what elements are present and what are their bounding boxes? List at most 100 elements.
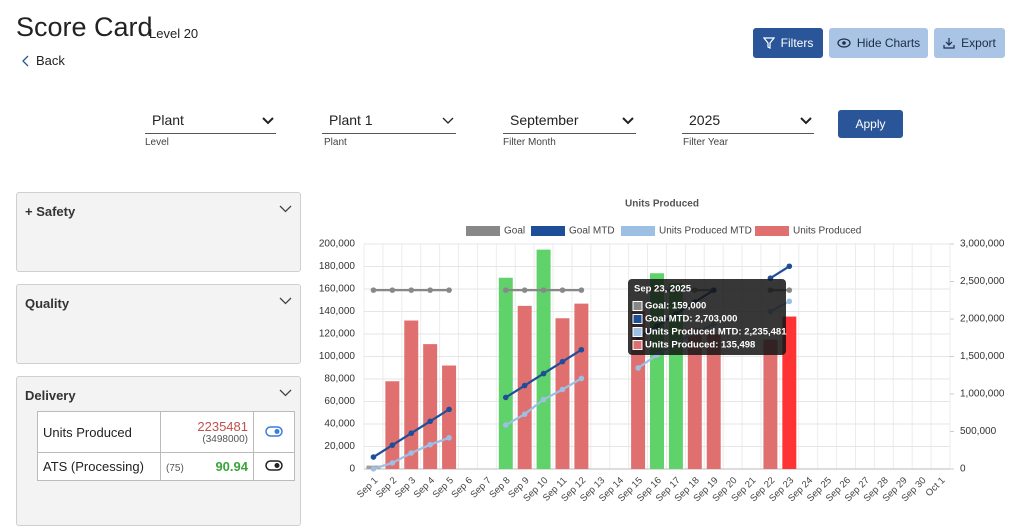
y-tick-label: 120,000 [319,329,356,340]
bar [442,365,457,469]
metric-target: (75) [166,463,184,474]
point [559,287,566,293]
legend-label: Units Produced MTD [659,226,752,237]
metric-name: Units Produced [37,411,161,453]
delivery-table: Units Produced 2235481 (3498000) ATS (Pr… [37,411,295,481]
bar [536,249,551,469]
tooltip-box [628,279,786,355]
y-tick-label: 180,000 [319,261,356,272]
bar [498,277,513,469]
select-label: Level [145,137,169,148]
point [521,411,528,417]
y-tick-label: 140,000 [319,306,356,317]
point [578,375,585,382]
chevron [279,205,292,213]
toggle-on[interactable] [265,425,283,437]
bar [385,381,400,469]
page-title: Score Card [16,12,153,42]
point [540,370,547,377]
page-subtitle: Level 20 [149,26,199,41]
tooltip-item: Goal MTD: 2,703,000 [645,314,737,325]
chevron [622,117,634,125]
point [540,396,547,403]
point [446,435,452,441]
chevron [279,297,292,305]
tooltip-item: Units Produced: 135,498 [645,340,755,351]
y2-tick-label: 0 [960,464,966,475]
point [408,430,415,437]
bar [423,344,438,469]
legend-swatch [466,226,500,236]
point [578,346,585,353]
toggle-cell [253,452,295,481]
button-text: Hide Charts [856,36,921,50]
safety-panel[interactable]: + Safety [16,192,301,272]
y2-tick-label: 1,500,000 [960,351,1005,362]
bar [687,328,702,469]
filters-button[interactable]: Filters [753,28,823,58]
point [370,287,377,293]
toggle-cell [253,411,295,453]
metric-cell: (75) 90.94 [160,452,254,481]
select-label: Plant [324,137,347,148]
legend-label: Goal MTD [569,226,615,237]
point [540,287,547,293]
y-tick-label: 80,000 [324,374,355,385]
tooltip-swatch [632,314,643,324]
eye-icon [837,38,851,48]
point [427,441,433,448]
point [521,287,528,293]
back-icon [22,55,29,66]
level-select[interactable]: Plant [145,112,276,134]
point [559,358,566,365]
select-label: Filter Year [683,137,729,148]
chevron [442,117,454,124]
metric-value: 90.94 [215,459,248,474]
hide-charts-button[interactable]: Hide Charts [829,28,928,58]
plant-select[interactable]: Plant 1 [322,112,456,134]
chevron [262,117,274,125]
point [502,287,509,293]
point [786,287,793,293]
select-value: Plant [152,112,184,128]
bar [706,334,721,469]
point [389,442,396,448]
point [389,287,396,293]
tooltip-swatch [632,327,643,337]
point [786,298,793,305]
point [408,450,415,456]
point [578,287,585,293]
point [502,394,509,401]
y2-tick-label: 2,000,000 [960,314,1005,325]
point [370,465,377,472]
point [427,418,433,425]
y-tick-label: 200,000 [319,239,356,250]
y-tick-label: 160,000 [319,284,356,295]
quality-panel[interactable]: Quality [16,284,301,364]
y2-tick-label: 3,000,000 [960,239,1005,250]
tooltip-item: Units Produced MTD: 2,235,481 [645,327,787,338]
year-select[interactable]: 2025 [682,112,814,134]
table-row: ATS (Processing) (75) 90.94 [37,452,295,481]
bar [782,316,797,469]
export-icon [943,38,955,49]
point [446,406,452,413]
point [521,382,528,389]
legend-label: Units Produced [793,226,861,237]
point [446,287,452,293]
point [427,287,433,293]
month-select[interactable]: September [503,112,636,134]
chart-title: Units Produced [625,199,699,210]
y2-tick-label: 2,500,000 [960,276,1005,287]
export-button[interactable]: Export [934,28,1005,58]
tooltip-swatch [632,301,643,311]
toggle-on[interactable] [265,460,283,471]
back-link[interactable]: Back [22,53,65,68]
delivery-panel[interactable]: Delivery Units Produced 2235481 (3498000… [16,376,301,526]
y-tick-label: 60,000 [324,396,355,407]
table-row: Units Produced 2235481 (3498000) [37,411,295,453]
chart: Units Produced 0 20,000 40,000 60,000 80,000… [319,199,1005,505]
apply-button[interactable]: Apply [838,110,903,138]
tooltip-item: Goal: 159,000 [645,301,706,312]
point [370,454,377,460]
